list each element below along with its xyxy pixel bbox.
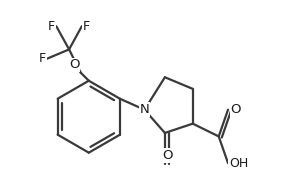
Text: F: F	[83, 20, 90, 33]
Text: N: N	[140, 103, 149, 116]
Text: O: O	[162, 149, 173, 162]
Text: O: O	[230, 103, 241, 116]
Text: F: F	[39, 52, 46, 65]
Text: F: F	[48, 20, 55, 33]
Text: O: O	[69, 59, 80, 71]
Text: OH: OH	[229, 157, 248, 170]
